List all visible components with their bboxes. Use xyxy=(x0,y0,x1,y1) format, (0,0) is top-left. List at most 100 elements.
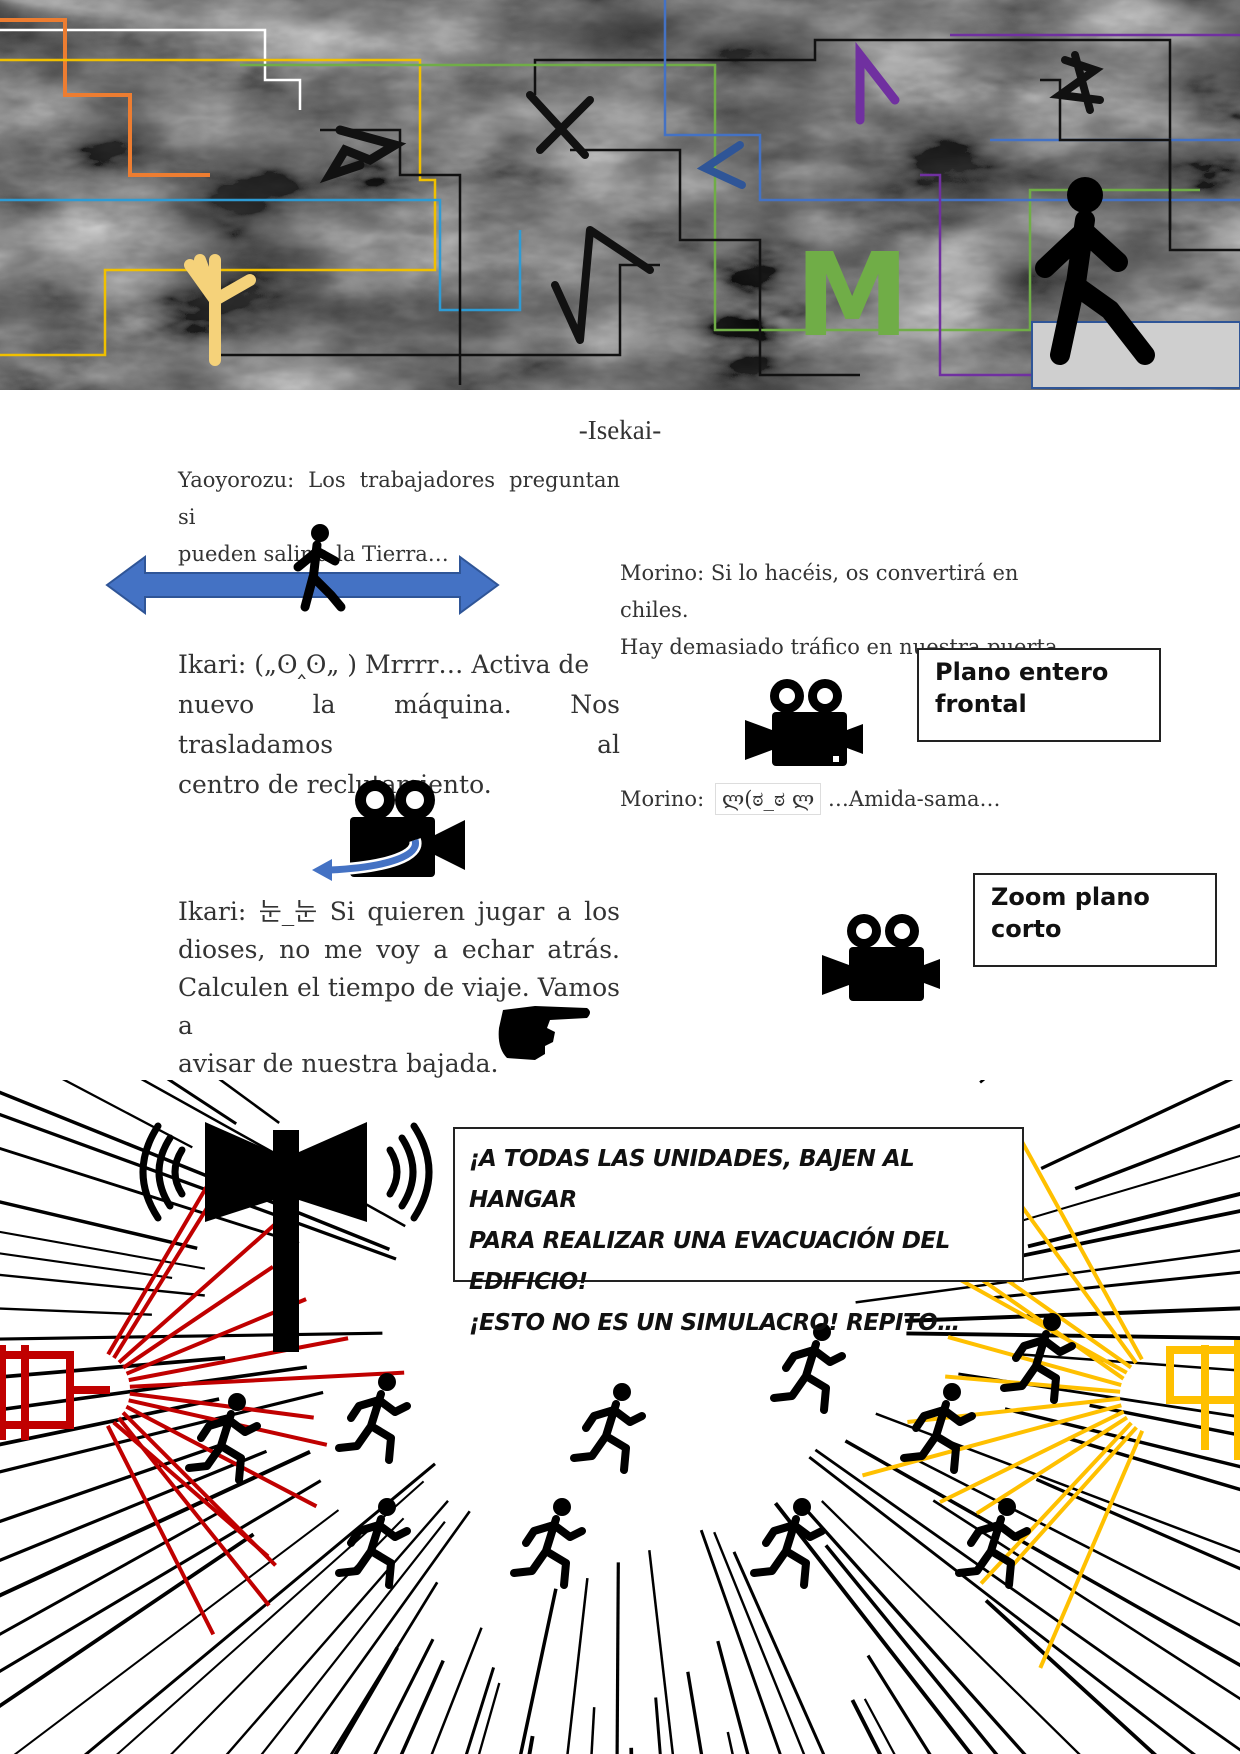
ray-line xyxy=(329,1581,439,1754)
ray-line xyxy=(0,1449,311,1598)
circuit-line-black-2 xyxy=(320,128,462,385)
ikari-dialogue-1: Ikari: („ʘ‸ʘ„ ) Mrrrr… Activa de nuevo l… xyxy=(178,645,620,805)
ray-line xyxy=(875,1412,1240,1554)
ray-line xyxy=(0,1252,173,1279)
ray-line xyxy=(166,1080,238,1126)
speed-lines xyxy=(0,1080,1240,1754)
ikari-1-line-1: Ikari: („ʘ‸ʘ„ ) Mrrrr… Activa de xyxy=(178,650,590,679)
circuit-line-white xyxy=(0,28,302,110)
ray-line xyxy=(225,1500,449,1754)
ray-line xyxy=(464,1666,496,1754)
m-glyph: M xyxy=(795,229,909,363)
running-person-icon xyxy=(570,1383,646,1474)
double-arrow-icon xyxy=(105,524,500,615)
ikari-2-line-1: Ikari: 눈_눈 Si quieren jugar a los xyxy=(178,897,620,926)
ray-line xyxy=(293,1510,471,1754)
note-box-zoom: Zoom plano corto xyxy=(973,873,1217,967)
ray-line xyxy=(83,1462,436,1754)
pointing-hand-icon xyxy=(498,1006,590,1060)
ikari-2-line-3: Calculen el tiempo de viaje. Vamos a xyxy=(178,973,620,1040)
ray-line xyxy=(1027,1191,1240,1249)
x-glyph xyxy=(526,91,594,159)
ray-line xyxy=(932,1499,1240,1701)
ray-line xyxy=(824,1544,999,1754)
ray-line xyxy=(855,1249,1240,1304)
note-1-line-1: Plano entero xyxy=(935,658,1109,686)
ikari-dialogue-2: Ikari: 눈_눈 Si quieren jugar a los dioses… xyxy=(178,893,620,1083)
running-people xyxy=(185,1313,1076,1589)
angle-glyph xyxy=(696,141,746,189)
ray-line xyxy=(1074,1123,1240,1191)
ikari-2-line-4: avisar de nuestra bajada. xyxy=(178,1049,499,1078)
ray-line xyxy=(979,1080,986,1084)
ray-line xyxy=(629,1747,634,1754)
running-person-icon xyxy=(770,1323,846,1414)
purple-glyph xyxy=(855,41,900,125)
ray-line xyxy=(117,1211,290,1364)
ray-line xyxy=(939,1409,1125,1504)
ray-line xyxy=(373,1638,435,1754)
ray-line xyxy=(906,1331,1240,1340)
ray-line xyxy=(648,1550,675,1754)
ray-line xyxy=(615,1562,620,1754)
ray-line xyxy=(1013,1128,1144,1361)
dollar-glyph xyxy=(1049,51,1104,114)
ikari-1-line-3: centro de reclutamiento. xyxy=(178,770,492,799)
ray-line xyxy=(844,1439,1240,1668)
ray-line xyxy=(0,1230,206,1270)
alarm-line-1: ¡A TODAS LAS UNIDADES, BAJEN AL HANGAR xyxy=(469,1146,915,1213)
morino-dialogue-2: Morino: ლ(ಠ_ಠ ლ …Amida-sama… xyxy=(620,783,1080,815)
ray-line xyxy=(0,1511,220,1636)
circuit-line-yellow xyxy=(0,58,437,357)
siren-light-icon xyxy=(1166,1340,1240,1460)
circuit-line-orange xyxy=(0,18,210,177)
ikari-2-line-2: dioses, no me voy a echar atrás. xyxy=(178,935,620,964)
evacuation-panel xyxy=(0,1080,1240,1754)
ray-line xyxy=(1038,1430,1145,1669)
ray-line xyxy=(125,1404,318,1509)
ray-line xyxy=(430,1627,483,1754)
circuit-line-green xyxy=(240,63,1200,332)
movie-camera-icon xyxy=(822,914,940,1001)
ray-line xyxy=(0,1356,226,1379)
walking-person-icon xyxy=(1035,177,1155,365)
ray-line xyxy=(0,1200,198,1251)
ray-line xyxy=(944,1374,1121,1394)
ray-line xyxy=(806,1510,1027,1754)
ray-line xyxy=(518,1588,558,1754)
alarm-line-3: ¡ESTO NO ES UN SIMULACRO! REPITO… xyxy=(469,1310,960,1336)
ray-line xyxy=(128,1336,349,1383)
ray-line xyxy=(975,1415,1129,1516)
note-2-line-2: corto xyxy=(991,915,1062,943)
ray-line xyxy=(713,1531,806,1754)
circuit-line-blue xyxy=(0,198,522,312)
ray-line xyxy=(1008,1425,1138,1570)
running-person-icon xyxy=(510,1498,586,1589)
curved-arrow-icon xyxy=(312,838,422,881)
running-person-icon xyxy=(335,1373,411,1464)
ray-line xyxy=(122,1265,275,1370)
yaoyorozu-line-1: Yaoyorozu: Los trabajadores preguntan si xyxy=(178,468,620,529)
s-glyph xyxy=(319,125,407,184)
ray-line xyxy=(820,1500,1081,1754)
ray-line xyxy=(716,1640,750,1754)
ray-line xyxy=(0,1331,383,1341)
morino-2-suffix: …Amida-sama… xyxy=(827,787,1001,811)
morino-2-prefix: Morino: xyxy=(620,787,705,811)
ray-line xyxy=(170,1517,405,1754)
running-person-icon xyxy=(900,1383,976,1474)
movie-camera-icon xyxy=(312,780,465,881)
note-box-plano-entero: Plano entero frontal xyxy=(917,648,1161,742)
alarm-line-2: PARA REALIZAR UNA EVACUACIÓN DEL EDIFICI… xyxy=(469,1228,950,1295)
circuit-line-black xyxy=(533,38,1240,252)
ikari-1-line-2: nuevo la máquina. Nos trasladamos al xyxy=(178,690,620,759)
ray-line xyxy=(808,1455,1197,1754)
alarm-announcement-box: ¡A TODAS LAS UNIDADES, BAJEN AL HANGAR P… xyxy=(453,1127,1024,1336)
movie-camera-icon xyxy=(745,679,863,766)
ray-line xyxy=(106,1424,216,1636)
morino-2-emote: ლ(ಠ_ಠ ლ xyxy=(714,783,822,815)
ray-line xyxy=(947,1271,1128,1375)
note-2-line-1: Zoom plano xyxy=(991,883,1150,911)
yellow-siren-rays xyxy=(861,1128,1145,1669)
ray-line xyxy=(129,1391,314,1420)
